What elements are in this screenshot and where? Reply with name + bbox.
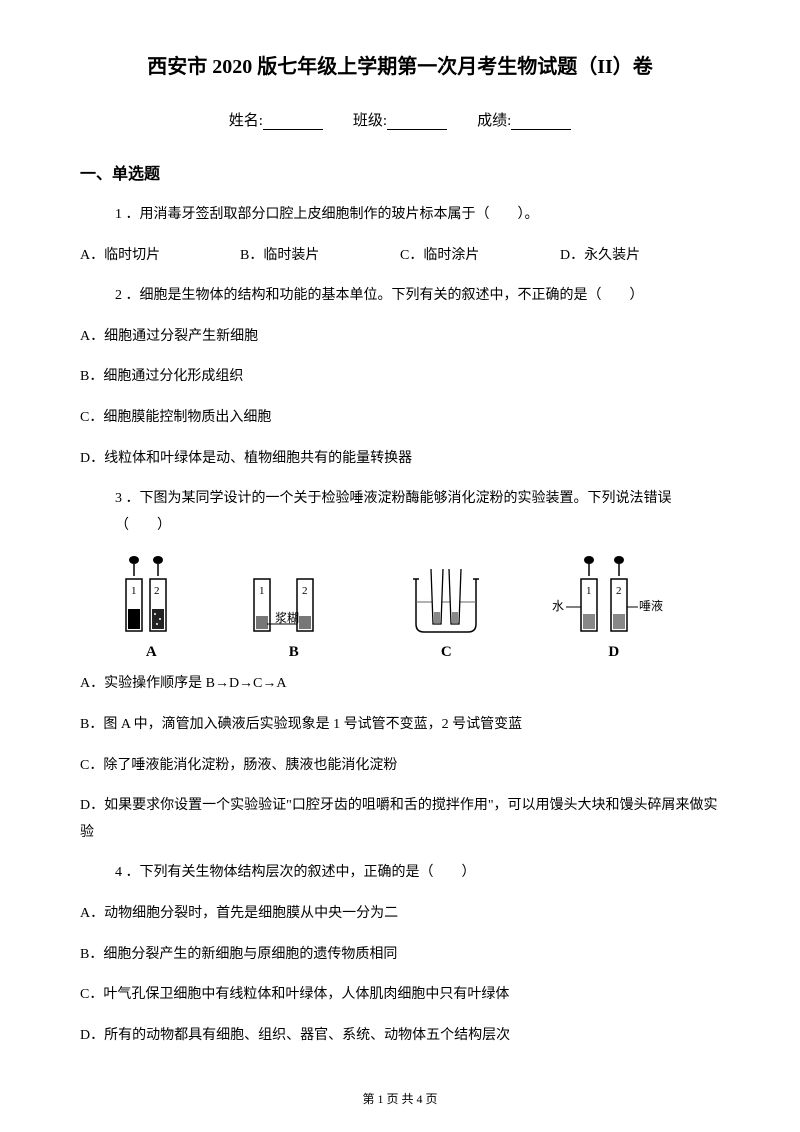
q3-b: B．图 A 中，滴管加入碘液后实验现象是 1 号试管不变蓝，2 号试管变蓝 bbox=[80, 712, 720, 739]
q4-a: A．动物细胞分裂时，首先是细胞膜从中央一分为二 bbox=[80, 901, 720, 928]
section-heading: 一、单选题 bbox=[80, 160, 720, 184]
svg-text:2: 2 bbox=[616, 585, 622, 597]
svg-text:浆糊: 浆糊 bbox=[275, 610, 299, 625]
q3-a: A．实验操作顺序是 B→D→C→A bbox=[80, 671, 720, 698]
q4-text: 4 ．下列有关生物体结构层次的叙述中，正确的是（ ） bbox=[80, 860, 720, 887]
q4-d: D．所有的动物都具有细胞、组织、器官、系统、动物体五个结构层次 bbox=[80, 1023, 720, 1050]
diagram-a: 1 2 A bbox=[116, 554, 186, 661]
name-label: 姓名: bbox=[229, 109, 263, 130]
score-blank bbox=[511, 114, 571, 130]
diagram-c-svg bbox=[401, 554, 491, 639]
diagram-d-label: D bbox=[544, 644, 684, 661]
info-line: 姓名: 班级: 成绩: bbox=[80, 109, 720, 130]
diagram-row: 1 2 A 1 2 浆糊 B bbox=[80, 554, 720, 661]
q2-b: B．细胞通过分化形成组织 bbox=[80, 364, 720, 391]
diagram-a-svg: 1 2 bbox=[116, 554, 186, 639]
diagram-a-label: A bbox=[116, 644, 186, 661]
class-label: 班级: bbox=[353, 109, 387, 130]
class-blank bbox=[387, 114, 447, 130]
svg-text:1: 1 bbox=[259, 585, 265, 597]
diagram-b-label: B bbox=[239, 644, 349, 661]
q1-a: A．临时切片 bbox=[80, 243, 240, 270]
diagram-d: 1 2 水 唾液 D bbox=[544, 554, 684, 661]
svg-text:1: 1 bbox=[586, 585, 592, 597]
q2-a: A．细胞通过分裂产生新细胞 bbox=[80, 324, 720, 351]
score-label: 成绩: bbox=[477, 109, 511, 130]
svg-text:唾液: 唾液 bbox=[639, 598, 663, 613]
svg-text:2: 2 bbox=[154, 585, 160, 597]
name-blank bbox=[263, 114, 323, 130]
q1-options: A．临时切片 B．临时装片 C．临时涂片 D．永久装片 bbox=[80, 243, 720, 270]
diagram-c-label: C bbox=[401, 644, 491, 661]
q1-b: B．临时装片 bbox=[240, 243, 400, 270]
diagram-c: C bbox=[401, 554, 491, 661]
q1-c: C．临时涂片 bbox=[400, 243, 560, 270]
q3-text: 3 ．下图为某同学设计的一个关于检验唾液淀粉酶能够消化淀粉的实验装置。下列说法错… bbox=[80, 486, 720, 539]
q1-text: 1 ．用消毒牙签刮取部分口腔上皮细胞制作的玻片标本属于（ ）。 bbox=[80, 202, 720, 229]
q3-c: C．除了唾液能消化淀粉，肠液、胰液也能消化淀粉 bbox=[80, 753, 720, 780]
q2-text: 2 ．细胞是生物体的结构和功能的基本单位。下列有关的叙述中，不正确的是（ ） bbox=[80, 283, 720, 310]
page-title: 西安市 2020 版七年级上学期第一次月考生物试题（II）卷 bbox=[80, 50, 720, 79]
diagram-d-svg: 1 2 水 唾液 bbox=[544, 554, 684, 639]
q2-c: C．细胞膜能控制物质出入细胞 bbox=[80, 405, 720, 432]
q4-c: C．叶气孔保卫细胞中有线粒体和叶绿体，人体肌肉细胞中只有叶绿体 bbox=[80, 982, 720, 1009]
svg-text:1: 1 bbox=[131, 585, 137, 597]
page-footer: 第 1 页 共 4 页 bbox=[0, 1090, 800, 1107]
q4-b: B．细胞分裂产生的新细胞与原细胞的遗传物质相同 bbox=[80, 942, 720, 969]
q1-d: D．永久装片 bbox=[560, 243, 720, 270]
q3-d: D．如果要求你设置一个实验验证"口腔牙齿的咀嚼和舌的搅拌作用"，可以用馒头大块和… bbox=[80, 793, 720, 846]
diagram-b-svg: 1 2 浆糊 bbox=[239, 554, 349, 639]
q2-d: D．线粒体和叶绿体是动、植物细胞共有的能量转换器 bbox=[80, 446, 720, 473]
svg-text:水: 水 bbox=[552, 599, 564, 613]
diagram-b: 1 2 浆糊 B bbox=[239, 554, 349, 661]
svg-text:2: 2 bbox=[302, 585, 308, 597]
